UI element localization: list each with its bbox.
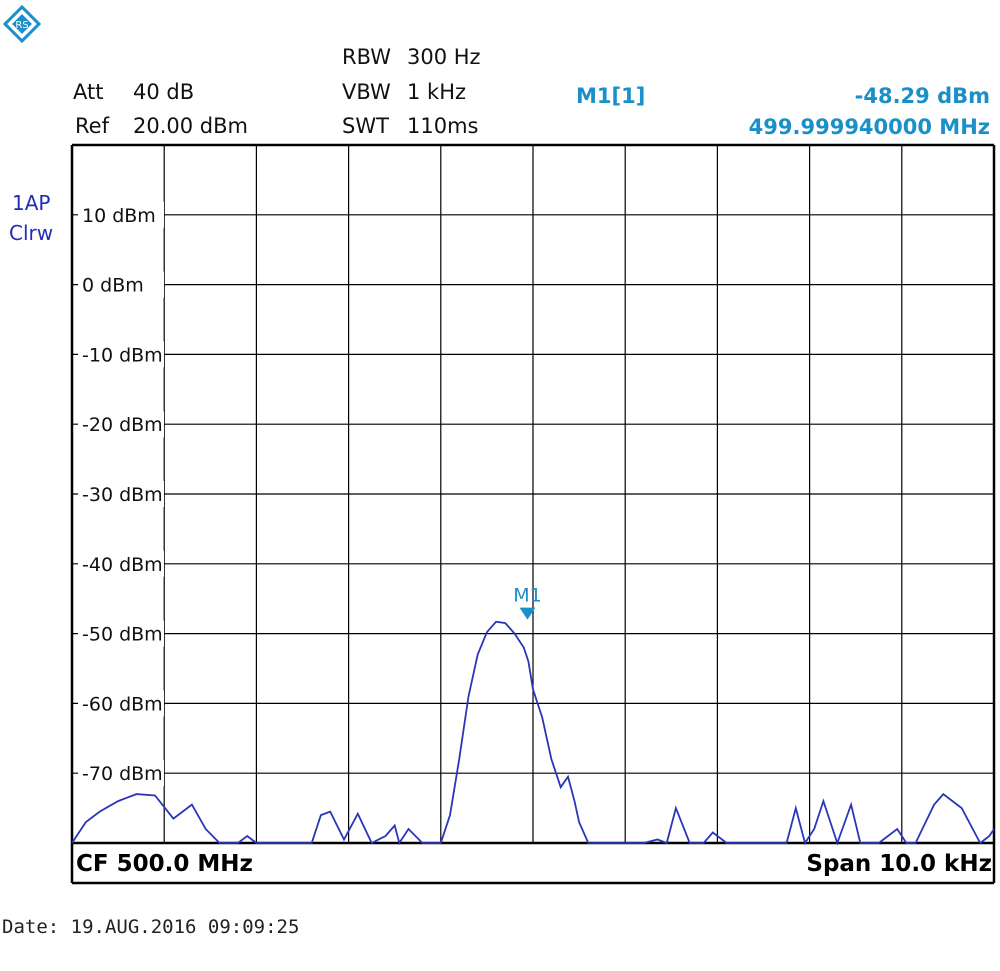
- vbw-value: 1 kHz: [407, 80, 467, 104]
- y-tick-label-bg: [78, 201, 164, 228]
- trace-mode-line2: Clrw: [9, 221, 54, 245]
- y-tick-label: -50 dBm: [82, 624, 163, 646]
- y-tick-label-bg: [78, 411, 164, 438]
- date-timestamp: Date: 19.AUG.2016 09:09:25: [2, 916, 300, 938]
- y-tick-labels: 10 dBm 0 dBm -10 dBm -20 dBm -30 dBm -40 dBm -…: [78, 201, 164, 787]
- y-tick-label: 0 dBm: [82, 275, 144, 297]
- y-tick-label-bg: [78, 550, 164, 577]
- y-tick-label: -20 dBm: [82, 414, 163, 436]
- att-value: 40 dB: [133, 80, 195, 104]
- att-label: Att: [73, 80, 104, 104]
- y-tick-label-bg: [78, 271, 164, 298]
- marker-level: -48.29 dBm: [854, 84, 990, 108]
- span: Span 10.0 kHz: [806, 851, 992, 877]
- vbw-label: VBW: [342, 80, 391, 104]
- marker-triangle: [519, 607, 536, 620]
- rbw-value: 300 Hz: [407, 45, 481, 69]
- y-tick-label: -70 dBm: [82, 763, 163, 785]
- ref-value: 20.00 dBm: [133, 114, 248, 138]
- center-frequency: CF 500.0 MHz: [76, 851, 253, 877]
- ref-label: Ref: [75, 114, 109, 138]
- spectrum-trace-line: [71, 620, 995, 846]
- y-tick-label-bg: [78, 341, 164, 368]
- y-tick-label-bg: [78, 620, 164, 647]
- y-tick-label-bg: [78, 690, 164, 717]
- marker-name: M1[1]: [576, 84, 646, 108]
- marker-frequency: 499.999940000 MHz: [748, 115, 990, 139]
- y-tick-label: -40 dBm: [82, 554, 163, 576]
- y-tick-label: -10 dBm: [82, 344, 163, 366]
- plot-grid: [70, 143, 996, 885]
- y-tick-label-bg: [78, 481, 164, 507]
- marker-group: M1: [513, 585, 542, 620]
- swt-value: 110ms: [407, 114, 479, 138]
- y-tick-label: -30 dBm: [82, 484, 163, 506]
- trace-mode-line1: 1AP: [12, 191, 51, 215]
- y-tick-label: 10 dBm: [82, 205, 156, 227]
- rohde-schwarz-logo-icon: RS: [2, 4, 42, 44]
- rbw-label: RBW: [342, 45, 392, 69]
- marker-label: M1: [513, 585, 541, 607]
- y-tick-label: -60 dBm: [82, 693, 163, 715]
- svg-text:RS: RS: [15, 20, 28, 31]
- y-tick-label-bg: [78, 760, 164, 787]
- swt-label: SWT: [342, 114, 389, 138]
